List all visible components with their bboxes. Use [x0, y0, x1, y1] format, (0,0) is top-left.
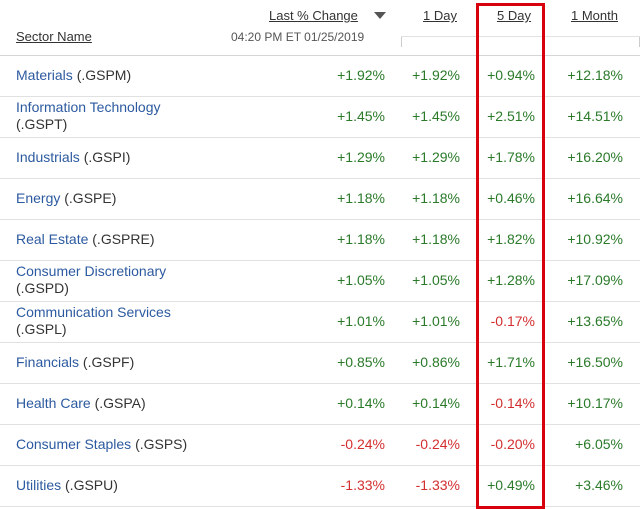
- sector-name: Information Technology: [16, 99, 161, 115]
- change-value-d5: +1.78%: [487, 149, 535, 165]
- change-value-m1: +14.51%: [567, 108, 623, 124]
- table-row: Financials (.GSPF) +0.85% +0.86% +1.71% +16.…: [0, 343, 640, 384]
- timestamp: 04:20 PM ET 01/25/2019: [231, 30, 365, 44]
- sector-name: Energy: [16, 190, 61, 206]
- change-value-d5: +1.28%: [487, 272, 535, 288]
- table-row: Communication Services (.GSPL) +1.01% +1.01…: [0, 302, 640, 343]
- change-value-last: -0.24%: [340, 436, 385, 452]
- change-value-last: +1.01%: [337, 313, 385, 329]
- change-value-d5: +0.94%: [487, 67, 535, 83]
- sort-last-change-header[interactable]: Last % Change: [269, 8, 358, 23]
- table-row: Information Technology (.GSPT) +1.45% +1.45…: [0, 97, 640, 138]
- sector-ticker: (.GSPT): [16, 116, 68, 132]
- sector-name: Real Estate: [16, 231, 89, 247]
- sector-ticker: (.GSPI): [83, 149, 131, 165]
- change-value-d1: +1.29%: [412, 149, 460, 165]
- table-header: Last % Change 1 Day 5 Day 1 Month Sector…: [0, 0, 640, 56]
- sector-ticker: (.GSPF): [82, 354, 135, 370]
- sector-link[interactable]: Industrials (.GSPI): [16, 149, 130, 166]
- sector-link[interactable]: Energy (.GSPE): [16, 190, 116, 207]
- sector-link[interactable]: Consumer Discretionary (.GSPD): [16, 263, 166, 297]
- sort-sector-name-header[interactable]: Sector Name: [16, 29, 92, 44]
- change-value-d1: +1.18%: [412, 231, 460, 247]
- change-value-m1: +12.18%: [567, 67, 623, 83]
- change-value-d5: +1.71%: [487, 354, 535, 370]
- table-row: Consumer Staples (.GSPS) -0.24% -0.24% -0.2…: [0, 425, 640, 466]
- table-row: Health Care (.GSPA) +0.14% +0.14% -0.14% +10…: [0, 384, 640, 425]
- change-value-m1: +6.05%: [575, 436, 623, 452]
- header-divider-tick: [401, 37, 402, 47]
- change-value-last: +0.85%: [337, 354, 385, 370]
- sort-1-month-header[interactable]: 1 Month: [571, 8, 618, 23]
- table-row: Consumer Discretionary (.GSPD) +1.05% +1.05…: [0, 261, 640, 302]
- change-value-d5: -0.14%: [490, 395, 535, 411]
- change-value-m1: +17.09%: [567, 272, 623, 288]
- sector-ticker: (.GSPL): [16, 321, 67, 337]
- sector-ticker: (.GSPA): [94, 395, 146, 411]
- change-value-last: +0.14%: [337, 395, 385, 411]
- sector-ticker: (.GSPM): [76, 67, 132, 83]
- change-value-d5: +0.46%: [487, 190, 535, 206]
- change-value-last: +1.45%: [337, 108, 385, 124]
- table-row: Utilities (.GSPU) -1.33% -1.33% +0.49% +3.46…: [0, 466, 640, 507]
- change-value-d1: +1.01%: [412, 313, 460, 329]
- sector-ticker: (.GSPRE): [92, 231, 155, 247]
- table-row: Energy (.GSPE) +1.18% +1.18% +0.46% +16.64%: [0, 179, 640, 220]
- sector-name: Financials: [16, 354, 80, 370]
- change-value-d5: +0.49%: [487, 477, 535, 493]
- table-row: Real Estate (.GSPRE) +1.18% +1.18% +1.82% +1…: [0, 220, 640, 261]
- sort-descending-icon[interactable]: [374, 12, 386, 19]
- sector-link[interactable]: Information Technology (.GSPT): [16, 99, 161, 133]
- sector-ticker: (.GSPE): [64, 190, 117, 206]
- header-divider: [401, 36, 640, 37]
- sector-link[interactable]: Consumer Staples (.GSPS): [16, 436, 187, 453]
- sector-ticker: (.GSPU): [65, 477, 118, 493]
- sector-link[interactable]: Financials (.GSPF): [16, 354, 134, 371]
- sector-name: Health Care: [16, 395, 91, 411]
- change-value-m1: +3.46%: [575, 477, 623, 493]
- sector-link[interactable]: Utilities (.GSPU): [16, 477, 118, 494]
- table-row: Industrials (.GSPI) +1.29% +1.29% +1.78% +16…: [0, 138, 640, 179]
- change-value-m1: +10.17%: [567, 395, 623, 411]
- change-value-m1: +16.64%: [567, 190, 623, 206]
- sector-link[interactable]: Real Estate (.GSPRE): [16, 231, 155, 248]
- change-value-d5: -0.20%: [490, 436, 535, 452]
- sector-ticker: (.GSPS): [135, 436, 188, 452]
- change-value-last: +1.18%: [337, 231, 385, 247]
- sort-5-day-header[interactable]: 5 Day: [497, 8, 531, 23]
- change-value-m1: +16.50%: [567, 354, 623, 370]
- table-row: Materials (.GSPM) +1.92% +1.92% +0.94% +12.1…: [0, 56, 640, 97]
- change-value-m1: +10.92%: [567, 231, 623, 247]
- change-value-d1: +1.92%: [412, 67, 460, 83]
- change-value-d1: -0.24%: [415, 436, 460, 452]
- sector-link[interactable]: Health Care (.GSPA): [16, 395, 146, 412]
- sector-name: Communication Services: [16, 304, 171, 320]
- change-value-last: -1.33%: [340, 477, 385, 493]
- change-value-last: +1.92%: [337, 67, 385, 83]
- change-value-d5: +2.51%: [487, 108, 535, 124]
- change-value-d1: +1.45%: [412, 108, 460, 124]
- sector-name: Materials: [16, 67, 73, 83]
- sector-link[interactable]: Communication Services (.GSPL): [16, 304, 171, 338]
- change-value-d1: -1.33%: [415, 477, 460, 493]
- change-value-m1: +13.65%: [567, 313, 623, 329]
- change-value-d5: -0.17%: [490, 313, 535, 329]
- header-bottom-border: [0, 55, 640, 56]
- sector-ticker: (.GSPD): [16, 280, 69, 296]
- change-value-d1: +1.05%: [412, 272, 460, 288]
- sector-link[interactable]: Materials (.GSPM): [16, 67, 131, 84]
- change-value-m1: +16.20%: [567, 149, 623, 165]
- change-value-d1: +1.18%: [412, 190, 460, 206]
- change-value-d1: +0.14%: [412, 395, 460, 411]
- sort-1-day-header[interactable]: 1 Day: [423, 8, 457, 23]
- change-value-last: +1.05%: [337, 272, 385, 288]
- change-value-last: +1.29%: [337, 149, 385, 165]
- sector-name: Industrials: [16, 149, 80, 165]
- change-value-last: +1.18%: [337, 190, 385, 206]
- change-value-d5: +1.82%: [487, 231, 535, 247]
- sector-name: Consumer Staples: [16, 436, 132, 452]
- sector-name: Utilities: [16, 477, 62, 493]
- sector-name: Consumer Discretionary: [16, 263, 167, 279]
- change-value-d1: +0.86%: [412, 354, 460, 370]
